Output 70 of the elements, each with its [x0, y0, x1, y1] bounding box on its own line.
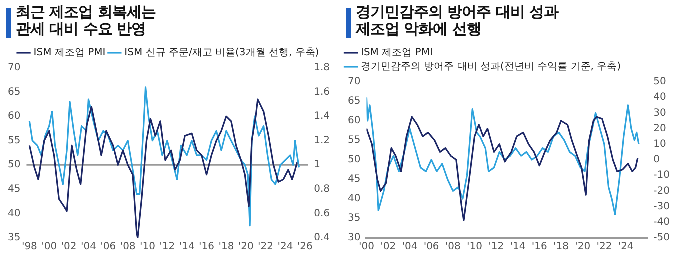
y-tick-label: 65	[8, 86, 21, 98]
y-tick-label: 35	[8, 232, 21, 244]
y2-tick-label: 40	[654, 92, 666, 104]
y2-tick-label: 0.6	[314, 208, 330, 220]
x-tick-label: '24	[618, 242, 634, 253]
y-tick-label: 50	[348, 154, 361, 166]
x-tick-label: '10	[467, 242, 483, 253]
y2-tick-label: 1.4	[314, 111, 330, 122]
x-tick-label: '98	[22, 242, 38, 253]
y-tick-label: 45	[348, 174, 361, 186]
y-tick-label: 30	[348, 232, 361, 244]
y2-tick-label: -50	[654, 232, 670, 244]
y2-tick-label: -10	[654, 170, 670, 182]
y2-tick-label: -40	[654, 216, 670, 228]
y2-tick-label: 30	[654, 108, 666, 119]
y2-tick-label: 10	[654, 138, 666, 150]
y2-tick-label: 1.2	[314, 135, 330, 146]
y2-tick-label: 0.8	[314, 184, 330, 196]
y-tick-label: 50	[8, 160, 21, 171]
x-tick-label: '06	[424, 242, 440, 253]
chart-title: 경기민감주의 방어주 대비 성과 제조업 악화에 선행	[356, 3, 559, 38]
x-tick-label: '22	[258, 242, 274, 253]
x-tick-label: '22	[596, 242, 612, 253]
x-tick-label: '20	[575, 242, 591, 253]
y2-tick-label: 1.8	[314, 62, 330, 74]
x-tick-label: '08	[120, 242, 136, 253]
x-tick-label: '24	[278, 242, 294, 253]
x-tick-label: '16	[532, 242, 548, 253]
x-tick-label: '18	[218, 242, 234, 253]
x-tick-label: '06	[100, 242, 116, 253]
x-tick-label: '00	[42, 242, 58, 253]
y2-tick-label: 0	[654, 154, 660, 166]
x-tick-label: '08	[445, 242, 461, 253]
chart-title: 최근 제조업 회복세는 관세 대비 수요 반영	[16, 3, 156, 38]
x-tick-label: '16	[199, 242, 215, 253]
y-tick-label: 40	[348, 194, 361, 205]
y-tick-label: 65	[348, 96, 361, 108]
y-tick-label: 70	[348, 76, 361, 88]
x-tick-label: '14	[510, 242, 526, 253]
y-tick-label: 55	[348, 135, 361, 146]
y2-tick-label: 20	[654, 123, 666, 134]
x-tick-label: '00	[358, 242, 374, 253]
x-tick-label: '26	[297, 242, 313, 253]
legend-label: ISM 신규 주문/재고 비율(3개월 선행, 우축)	[124, 48, 320, 59]
x-tick-label: '02	[380, 242, 396, 253]
y2-tick-label: -20	[654, 186, 670, 197]
y-tick-label: 55	[8, 135, 21, 146]
y2-tick-label: 1	[314, 160, 320, 171]
legend-label: 경기민감주의 방어주 대비 성과(전년비 수익률 기준, 우축)	[361, 62, 622, 73]
x-tick-label: '10	[140, 242, 156, 253]
y-tick-label: 45	[8, 184, 21, 196]
y2-tick-label: -30	[654, 201, 670, 212]
legend-label: ISM 제조업 PMI	[34, 48, 106, 59]
y-tick-label: 40	[8, 208, 21, 220]
y-tick-label: 35	[348, 213, 361, 224]
y2-tick-label: 1.6	[314, 86, 330, 98]
x-tick-label: '12	[160, 242, 176, 253]
y-tick-label: 60	[8, 111, 21, 122]
x-tick-label: '20	[238, 242, 254, 253]
y-tick-label: 70	[8, 62, 21, 74]
y2-tick-label: 0.4	[314, 232, 330, 244]
x-tick-label: '04	[402, 242, 418, 253]
x-tick-label: '04	[80, 242, 96, 253]
y-tick-label: 60	[348, 116, 361, 127]
x-tick-label: '02	[61, 242, 77, 253]
legend-label: ISM 제조업 PMI	[361, 48, 433, 59]
x-tick-label: '14	[179, 242, 195, 253]
x-tick-label: '18	[553, 242, 569, 253]
x-tick-label: '12	[488, 242, 504, 253]
y2-tick-label: 50	[654, 76, 666, 88]
